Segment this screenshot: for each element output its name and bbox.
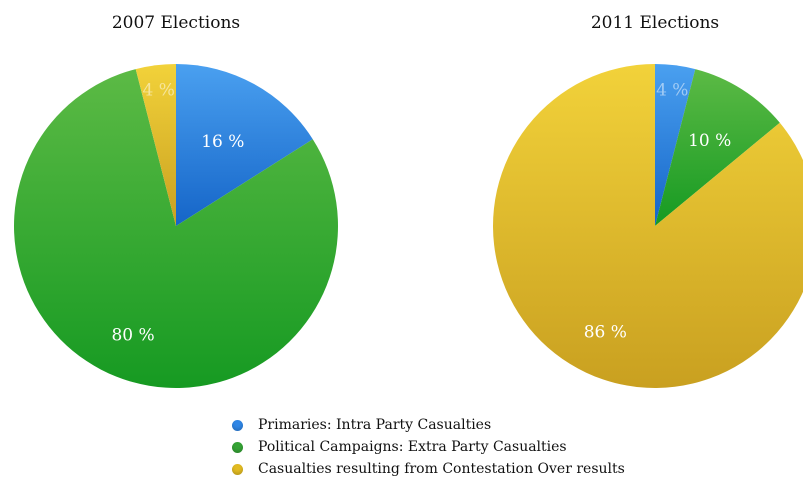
legend-item-political-campaigns: Political Campaigns: Extra Party Casualt… (232, 436, 625, 458)
legend-swatch-blue (232, 419, 243, 431)
legend-swatch-green (232, 441, 243, 453)
slice-political-campaigns (655, 69, 780, 226)
legend-item-primaries: Primaries: Intra Party Casualties (232, 414, 625, 436)
slice-label: 10 % (688, 131, 731, 151)
slice-label: 16 % (201, 132, 244, 152)
slice-label: 80 % (111, 325, 154, 345)
legend-label: Political Campaigns: Extra Party Casualt… (258, 439, 567, 455)
slice-political-campaigns (13, 69, 339, 388)
slice-primaries (176, 64, 313, 226)
legend: Primaries: Intra Party Casualties Politi… (232, 414, 625, 480)
chart-title: 2007 Elections (112, 13, 240, 33)
slice-contestation (493, 64, 803, 388)
slice-label: 4 % (656, 80, 688, 100)
legend-item-contestation: Casualties resulting from Contestation O… (232, 458, 625, 480)
legend-label: Casualties resulting from Contestation O… (258, 461, 625, 477)
pie-chart-2007: 16 % 80 % 4 % 2007 Elections (13, 13, 339, 388)
chart-title: 2011 Elections (591, 13, 719, 33)
slice-label: 4 % (143, 80, 175, 100)
legend-label: Primaries: Intra Party Casualties (258, 417, 492, 433)
legend-swatch-yellow (232, 463, 243, 475)
slice-contestation (135, 64, 176, 226)
pie-chart-2011: 4 % 10 % 86 % 2011 Elections (493, 13, 803, 388)
slice-label: 86 % (584, 323, 627, 343)
slice-primaries (655, 64, 696, 226)
